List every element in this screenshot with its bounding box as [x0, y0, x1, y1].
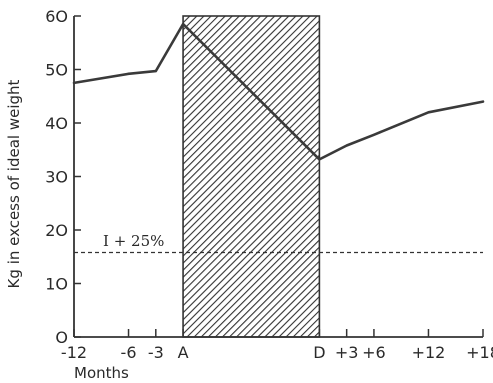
shaded-region: [182, 15, 321, 338]
x-tick-label: -12: [61, 343, 87, 362]
axes: [73, 15, 484, 338]
y-tick-label: 1O: [45, 275, 68, 294]
y-tick-label: 2O: [45, 221, 68, 240]
y-tick-label: 3O: [45, 168, 68, 187]
y-tick-label: O: [55, 328, 68, 347]
series-group: [72, 22, 485, 161]
x-tick-label: -6: [121, 343, 137, 362]
tick-labels: O 1O 2O 3O 4O 5O 6O -12 -6 -3 A D +3+6 +12 +18: [45, 7, 493, 362]
x-tick-label: +6: [362, 343, 386, 362]
series-line: [72, 22, 485, 161]
y-tick-label: 5O: [45, 61, 68, 80]
y-axis-title: Kg in excess of ideal weight: [5, 79, 23, 288]
y-tick-label: 4O: [45, 114, 68, 133]
x-tick-label: A: [178, 343, 189, 362]
reference-line-label: I + 25%: [103, 232, 164, 250]
y-tick-label: 6O: [45, 7, 68, 26]
x-tick-label: +18: [466, 343, 493, 362]
x-tick-label: D: [313, 343, 325, 362]
treatment-period-region: [182, 15, 321, 338]
x-axis-title: Months: [74, 364, 129, 382]
x-tick-label: +12: [412, 343, 446, 362]
x-tick-label: -3: [148, 343, 164, 362]
x-tick-label: +3: [335, 343, 359, 362]
